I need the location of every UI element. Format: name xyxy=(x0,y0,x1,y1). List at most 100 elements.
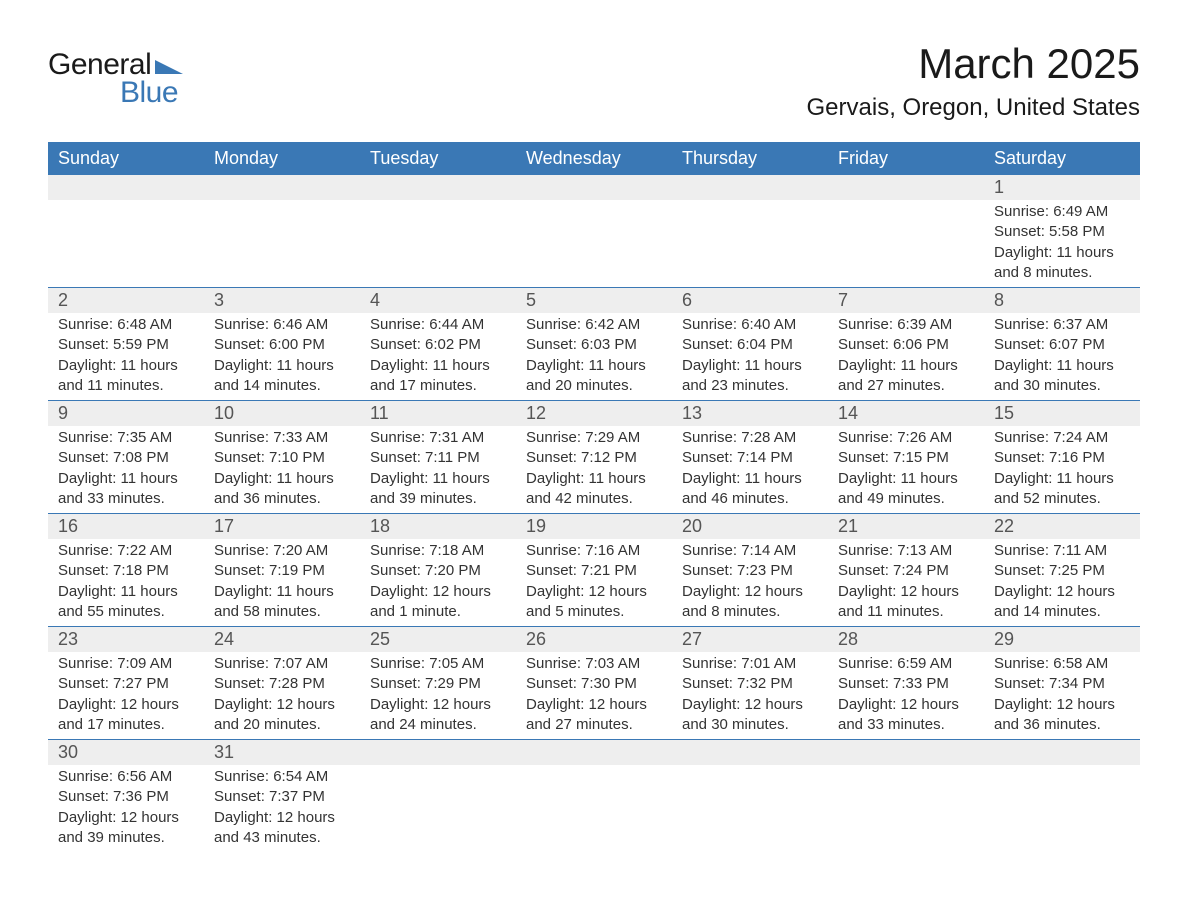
day-sunset: Sunset: 7:21 PM xyxy=(526,561,662,581)
calendar-week-row: 16Sunrise: 7:22 AMSunset: 7:18 PMDayligh… xyxy=(48,514,1140,627)
day-daylight1: Daylight: 12 hours xyxy=(838,695,974,715)
calendar-cell xyxy=(48,175,204,288)
day-number: 8 xyxy=(984,288,1140,313)
day-daylight1: Daylight: 11 hours xyxy=(838,469,974,489)
calendar-cell: 25Sunrise: 7:05 AMSunset: 7:29 PMDayligh… xyxy=(360,627,516,740)
day-number xyxy=(984,740,1140,765)
day-data: Sunrise: 7:09 AMSunset: 7:27 PMDaylight:… xyxy=(48,652,204,739)
day-daylight1: Daylight: 11 hours xyxy=(214,356,350,376)
day-data: Sunrise: 7:35 AMSunset: 7:08 PMDaylight:… xyxy=(48,426,204,513)
calendar-cell: 14Sunrise: 7:26 AMSunset: 7:15 PMDayligh… xyxy=(828,401,984,514)
day-data xyxy=(360,200,516,276)
day-sunrise: Sunrise: 7:05 AM xyxy=(370,654,506,674)
day-number: 24 xyxy=(204,627,360,652)
calendar-week-row: 23Sunrise: 7:09 AMSunset: 7:27 PMDayligh… xyxy=(48,627,1140,740)
day-number: 20 xyxy=(672,514,828,539)
day-data xyxy=(516,200,672,276)
day-data: Sunrise: 6:54 AMSunset: 7:37 PMDaylight:… xyxy=(204,765,360,852)
day-daylight2: and 23 minutes. xyxy=(682,376,818,396)
calendar-cell: 4Sunrise: 6:44 AMSunset: 6:02 PMDaylight… xyxy=(360,288,516,401)
day-sunrise: Sunrise: 6:59 AM xyxy=(838,654,974,674)
day-sunset: Sunset: 7:16 PM xyxy=(994,448,1130,468)
day-number: 12 xyxy=(516,401,672,426)
calendar-cell: 22Sunrise: 7:11 AMSunset: 7:25 PMDayligh… xyxy=(984,514,1140,627)
day-sunset: Sunset: 7:27 PM xyxy=(58,674,194,694)
calendar-cell: 16Sunrise: 7:22 AMSunset: 7:18 PMDayligh… xyxy=(48,514,204,627)
day-daylight2: and 39 minutes. xyxy=(58,828,194,848)
day-data: Sunrise: 7:22 AMSunset: 7:18 PMDaylight:… xyxy=(48,539,204,626)
day-data: Sunrise: 7:05 AMSunset: 7:29 PMDaylight:… xyxy=(360,652,516,739)
day-sunset: Sunset: 7:29 PM xyxy=(370,674,506,694)
day-sunset: Sunset: 7:15 PM xyxy=(838,448,974,468)
day-sunrise: Sunrise: 7:14 AM xyxy=(682,541,818,561)
day-daylight2: and 27 minutes. xyxy=(526,715,662,735)
day-number: 21 xyxy=(828,514,984,539)
day-daylight2: and 11 minutes. xyxy=(838,602,974,622)
calendar-cell xyxy=(516,740,672,853)
day-number xyxy=(516,740,672,765)
day-number: 2 xyxy=(48,288,204,313)
day-data: Sunrise: 7:24 AMSunset: 7:16 PMDaylight:… xyxy=(984,426,1140,513)
day-number xyxy=(672,740,828,765)
day-number: 19 xyxy=(516,514,672,539)
day-daylight1: Daylight: 11 hours xyxy=(994,469,1130,489)
day-daylight1: Daylight: 12 hours xyxy=(58,808,194,828)
day-daylight1: Daylight: 12 hours xyxy=(526,695,662,715)
day-sunrise: Sunrise: 6:46 AM xyxy=(214,315,350,335)
day-sunrise: Sunrise: 7:03 AM xyxy=(526,654,662,674)
day-daylight1: Daylight: 11 hours xyxy=(526,356,662,376)
day-data xyxy=(672,765,828,841)
day-data: Sunrise: 6:56 AMSunset: 7:36 PMDaylight:… xyxy=(48,765,204,852)
day-daylight1: Daylight: 11 hours xyxy=(58,582,194,602)
day-data: Sunrise: 7:31 AMSunset: 7:11 PMDaylight:… xyxy=(360,426,516,513)
day-daylight2: and 27 minutes. xyxy=(838,376,974,396)
day-number: 25 xyxy=(360,627,516,652)
day-sunrise: Sunrise: 6:44 AM xyxy=(370,315,506,335)
day-data: Sunrise: 7:28 AMSunset: 7:14 PMDaylight:… xyxy=(672,426,828,513)
day-data: Sunrise: 7:03 AMSunset: 7:30 PMDaylight:… xyxy=(516,652,672,739)
calendar-cell xyxy=(360,740,516,853)
header: General Blue March 2025 Gervais, Oregon,… xyxy=(48,40,1140,122)
day-daylight2: and 55 minutes. xyxy=(58,602,194,622)
col-sunday: Sunday xyxy=(48,142,204,175)
day-sunrise: Sunrise: 6:56 AM xyxy=(58,767,194,787)
day-data: Sunrise: 7:16 AMSunset: 7:21 PMDaylight:… xyxy=(516,539,672,626)
day-sunrise: Sunrise: 7:33 AM xyxy=(214,428,350,448)
day-daylight1: Daylight: 12 hours xyxy=(994,582,1130,602)
calendar-cell: 13Sunrise: 7:28 AMSunset: 7:14 PMDayligh… xyxy=(672,401,828,514)
day-number: 1 xyxy=(984,175,1140,200)
day-sunset: Sunset: 7:34 PM xyxy=(994,674,1130,694)
day-number xyxy=(672,175,828,200)
day-number xyxy=(204,175,360,200)
col-wednesday: Wednesday xyxy=(516,142,672,175)
day-sunset: Sunset: 6:04 PM xyxy=(682,335,818,355)
calendar-cell: 10Sunrise: 7:33 AMSunset: 7:10 PMDayligh… xyxy=(204,401,360,514)
day-sunrise: Sunrise: 6:48 AM xyxy=(58,315,194,335)
day-data xyxy=(984,765,1140,841)
calendar-cell: 17Sunrise: 7:20 AMSunset: 7:19 PMDayligh… xyxy=(204,514,360,627)
calendar-cell: 5Sunrise: 6:42 AMSunset: 6:03 PMDaylight… xyxy=(516,288,672,401)
day-data: Sunrise: 6:59 AMSunset: 7:33 PMDaylight:… xyxy=(828,652,984,739)
day-sunset: Sunset: 7:18 PM xyxy=(58,561,194,581)
day-sunset: Sunset: 7:12 PM xyxy=(526,448,662,468)
day-number: 18 xyxy=(360,514,516,539)
calendar-cell: 11Sunrise: 7:31 AMSunset: 7:11 PMDayligh… xyxy=(360,401,516,514)
day-daylight1: Daylight: 12 hours xyxy=(994,695,1130,715)
day-number: 7 xyxy=(828,288,984,313)
day-sunset: Sunset: 6:07 PM xyxy=(994,335,1130,355)
day-data: Sunrise: 7:18 AMSunset: 7:20 PMDaylight:… xyxy=(360,539,516,626)
calendar-cell xyxy=(516,175,672,288)
day-sunset: Sunset: 7:08 PM xyxy=(58,448,194,468)
day-number: 11 xyxy=(360,401,516,426)
day-daylight2: and 33 minutes. xyxy=(58,489,194,509)
day-daylight2: and 42 minutes. xyxy=(526,489,662,509)
calendar-week-row: 9Sunrise: 7:35 AMSunset: 7:08 PMDaylight… xyxy=(48,401,1140,514)
day-sunrise: Sunrise: 7:35 AM xyxy=(58,428,194,448)
day-daylight1: Daylight: 12 hours xyxy=(838,582,974,602)
day-data: Sunrise: 6:44 AMSunset: 6:02 PMDaylight:… xyxy=(360,313,516,400)
day-data: Sunrise: 6:49 AMSunset: 5:58 PMDaylight:… xyxy=(984,200,1140,287)
col-friday: Friday xyxy=(828,142,984,175)
day-number xyxy=(516,175,672,200)
calendar-cell: 29Sunrise: 6:58 AMSunset: 7:34 PMDayligh… xyxy=(984,627,1140,740)
calendar-header-row: Sunday Monday Tuesday Wednesday Thursday… xyxy=(48,142,1140,175)
